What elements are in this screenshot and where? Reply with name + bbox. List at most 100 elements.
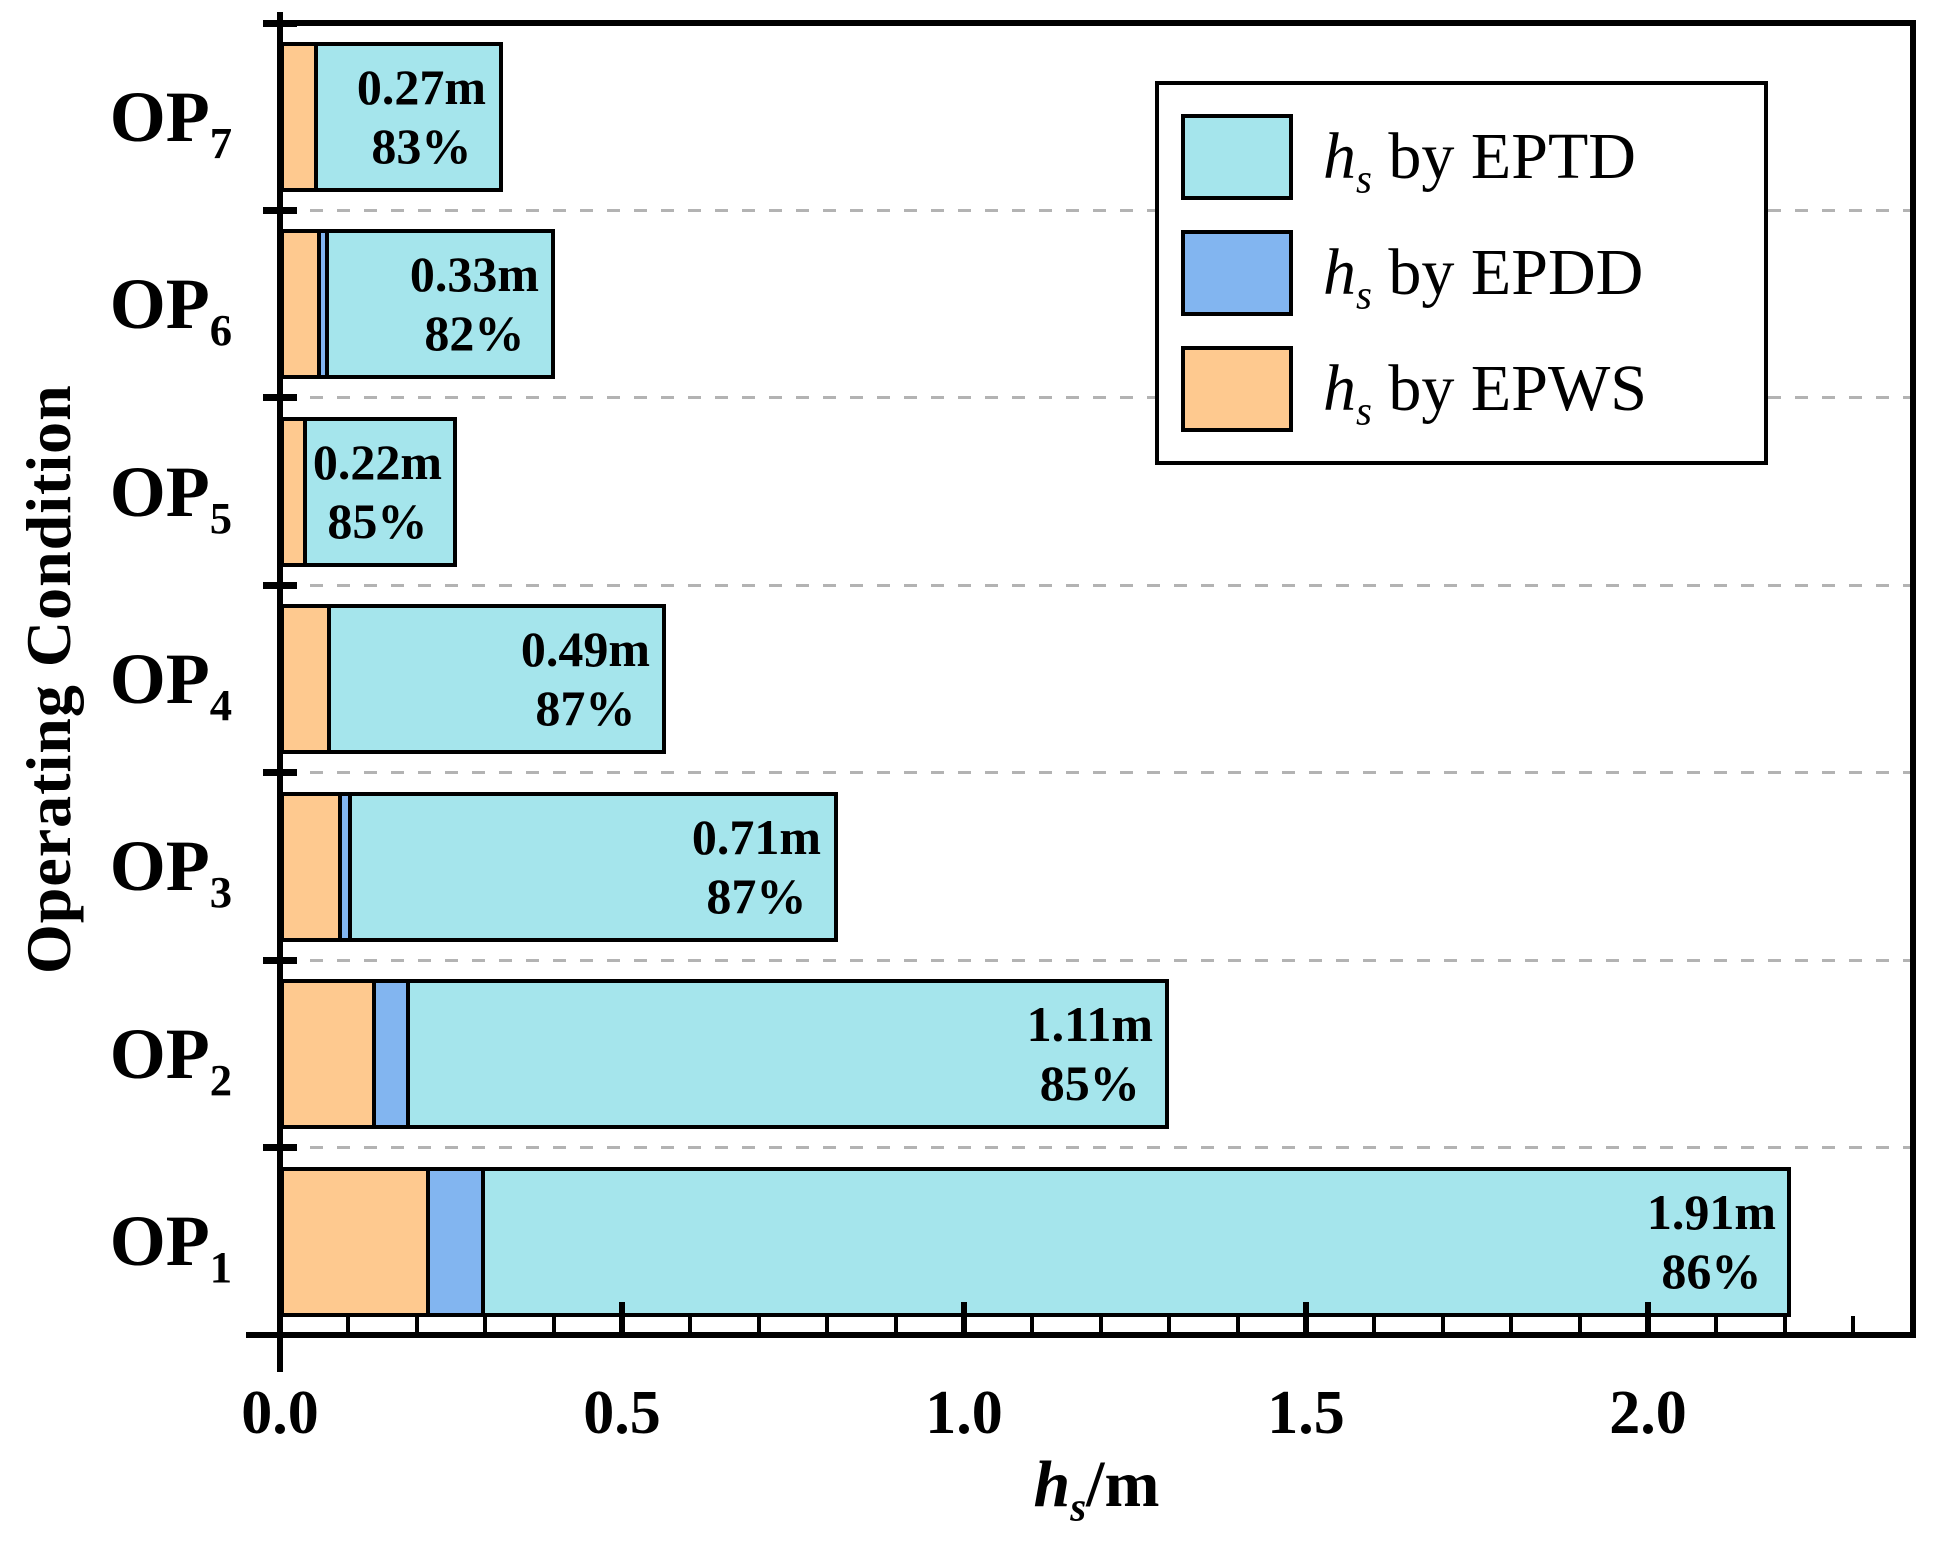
legend-hs-rest: by EPTD	[1371, 120, 1636, 193]
bar-label-meters: 0.22m	[312, 434, 442, 490]
category-label-prefix: OP	[109, 77, 210, 157]
x-tick-label-2.0: 2.0	[1609, 1379, 1687, 1447]
category-label-op3: OP3	[60, 830, 232, 914]
bar-segment-eptd	[348, 792, 838, 942]
x-tick-label-0.5: 0.5	[583, 1379, 661, 1447]
bar-value-label: 1.11m 85%	[1027, 995, 1153, 1113]
bar-label-percent: 85%	[327, 493, 428, 549]
category-label-subscript: 2	[209, 1054, 232, 1105]
bar-label-percent: 87%	[535, 680, 636, 736]
x-axis-minor-tick	[483, 1316, 487, 1332]
bar-segment-eptd	[481, 1167, 1791, 1317]
category-label-subscript: 3	[209, 866, 232, 917]
bar-segment-epws	[280, 792, 342, 942]
x-axis-minor-tick	[1851, 1316, 1855, 1332]
x-axis-minor-tick	[1441, 1316, 1445, 1332]
x-axis-title: hs/m	[280, 1452, 1913, 1528]
bar-segment-epws	[280, 979, 376, 1129]
bar-segment-eptd	[406, 979, 1169, 1129]
x-axis-minor-tick	[1714, 1316, 1718, 1332]
y-axis-tick	[263, 581, 297, 589]
category-separator-gridline	[283, 396, 1910, 400]
x-axis-minor-tick	[1030, 1316, 1034, 1332]
bar-value-label: 0.22m 85%	[313, 433, 442, 551]
y-axis-tick	[263, 19, 297, 27]
x-axis-minor-tick	[1578, 1316, 1582, 1332]
category-label-op1: OP1	[60, 1205, 232, 1289]
category-label-op7: OP7	[60, 81, 232, 165]
legend-hs: hs	[1323, 120, 1372, 202]
bar-value-label: 0.33m 82%	[410, 245, 539, 363]
bar-value-label: 0.49m 87%	[521, 620, 650, 738]
bar-segment-epdd	[426, 1167, 485, 1317]
legend-swatch-epdd	[1181, 230, 1293, 316]
x-axis-title-hs: hs	[1033, 1448, 1087, 1530]
category-separator-gridline	[283, 208, 1910, 212]
x-tick-label-1.5: 1.5	[1267, 1379, 1345, 1447]
category-label-prefix: OP	[109, 1014, 210, 1094]
bar-label-meters: 0.49m	[520, 621, 650, 677]
category-separator-gridline	[283, 1146, 1910, 1150]
bar-segment-eptd	[327, 604, 666, 754]
x-axis-minor-tick	[757, 1316, 761, 1332]
y-axis-title: Operating Condition	[13, 384, 84, 974]
category-label-op4: OP4	[60, 643, 232, 727]
bar-label-percent: 87%	[706, 868, 807, 924]
x-axis-minor-tick	[1236, 1316, 1240, 1332]
bar-label-percent: 83%	[371, 118, 472, 174]
category-label-prefix: OP	[109, 452, 210, 532]
bar-label-meters: 0.27m	[356, 59, 486, 115]
y-axis-tick	[263, 1144, 297, 1152]
bar-segment-epdd	[372, 979, 410, 1129]
bar-label-percent: 85%	[1039, 1055, 1140, 1111]
category-label-subscript: 7	[209, 117, 232, 168]
legend-hs-rest: by EPDD	[1371, 236, 1644, 309]
bar-segment-epws	[280, 229, 321, 379]
legend-swatch-eptd	[1181, 114, 1293, 200]
bar-label-meters: 0.33m	[409, 246, 539, 302]
x-axis-minor-tick	[1372, 1316, 1376, 1332]
category-label-prefix: OP	[109, 264, 210, 344]
x-axis-minor-tick	[825, 1316, 829, 1332]
category-separator-gridline	[283, 771, 1910, 775]
legend-item-epdd: hs by EPDD	[1181, 230, 1754, 316]
category-label-prefix: OP	[109, 639, 210, 719]
x-axis-minor-tick	[688, 1316, 692, 1332]
legend-hs-subscript: s	[1356, 272, 1372, 318]
legend-item-eptd: hs by EPTD	[1181, 114, 1754, 200]
category-label-prefix: OP	[109, 1201, 210, 1281]
x-tick-label-0.0: 0.0	[241, 1379, 319, 1447]
x-axis-spine	[246, 1332, 280, 1338]
legend: hs by EPTD hs by EPDD hs by EPWS	[1155, 81, 1768, 465]
x-axis-minor-tick	[1509, 1316, 1513, 1332]
category-label-op6: OP6	[60, 268, 232, 352]
legend-hs-rest: by EPWS	[1371, 352, 1647, 425]
legend-label: hs by EPDD	[1323, 240, 1643, 316]
category-label-op5: OP5	[60, 456, 232, 540]
category-separator-gridline	[283, 958, 1910, 962]
y-axis-tick	[263, 769, 297, 777]
bar-value-label: 0.27m 83%	[357, 58, 486, 176]
bar-label-percent: 82%	[424, 305, 525, 361]
bar-value-label: 1.91m 86%	[1647, 1183, 1776, 1301]
x-axis-major-tick	[961, 1302, 967, 1332]
legend-item-epws: hs by EPWS	[1181, 346, 1754, 432]
bar-segment-epws	[280, 1167, 430, 1317]
legend-label: hs by EPTD	[1323, 124, 1636, 200]
x-axis-major-tick	[1645, 1302, 1651, 1332]
x-axis-major-tick	[619, 1302, 625, 1332]
y-axis-tick	[263, 956, 297, 964]
x-axis-title-hs-rest: /m	[1086, 1448, 1160, 1521]
x-axis-title-hs-subscript: s	[1070, 1484, 1087, 1530]
bar-label-meters: 0.71m	[691, 809, 821, 865]
legend-hs-subscript: s	[1356, 156, 1372, 202]
x-axis-minor-tick	[552, 1316, 556, 1332]
legend-hs: hs	[1323, 352, 1372, 434]
category-label-subscript: 5	[209, 492, 232, 543]
legend-swatch-epws	[1181, 346, 1293, 432]
category-label-subscript: 6	[209, 304, 232, 355]
bar-label-meters: 1.11m	[1026, 996, 1153, 1052]
bar-label-percent: 86%	[1661, 1243, 1762, 1299]
y-axis-tick	[263, 206, 297, 214]
